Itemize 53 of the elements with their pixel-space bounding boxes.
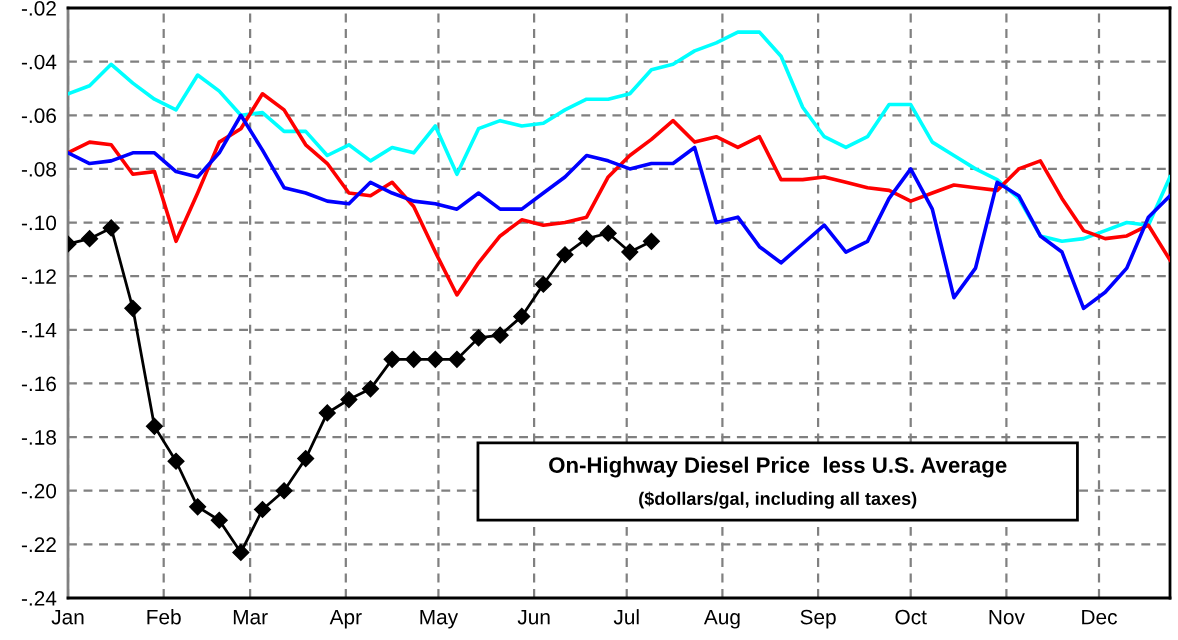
point <box>642 232 660 250</box>
point <box>513 307 531 325</box>
x-tick-label: Feb <box>147 609 181 625</box>
point <box>361 380 380 398</box>
y-tick-label: -.20 <box>21 483 57 499</box>
y-tick-label: -.16 <box>21 376 56 392</box>
point <box>426 350 444 368</box>
point <box>145 417 163 435</box>
point <box>534 275 552 293</box>
point <box>599 224 617 242</box>
x-tick-label: Jul <box>613 609 639 625</box>
point <box>81 230 99 248</box>
point <box>124 299 142 317</box>
y-tick-label: -.14 <box>21 323 57 338</box>
point <box>253 500 272 519</box>
point <box>232 543 250 561</box>
y-tick-label: -.04 <box>21 54 57 70</box>
x-tick-label: Aug <box>703 609 740 629</box>
x-tick-label: Jun <box>517 609 550 625</box>
y-tick-label: -.10 <box>21 215 57 231</box>
point <box>578 230 596 248</box>
y-tick-label: -.24 <box>21 591 57 606</box>
y-tick-label: -.08 <box>21 161 56 177</box>
point <box>340 390 358 409</box>
x-tick-label: Mar <box>233 609 268 625</box>
point <box>297 449 315 468</box>
y-tick-label: -.12 <box>21 269 56 284</box>
x-tick-label: May <box>420 609 459 629</box>
x-tick-label: Jan <box>51 609 84 625</box>
text: ($dollars/gal, including all taxes) <box>639 491 917 509</box>
point <box>556 246 574 264</box>
y-tick-label: -.06 <box>21 108 56 124</box>
point <box>102 219 120 237</box>
x-tick-label: Oct <box>895 609 927 625</box>
point <box>275 482 293 500</box>
x-tick-label: Sep <box>800 609 836 629</box>
x-tick-label: Nov <box>989 609 1025 625</box>
point <box>189 498 207 516</box>
y-tick-label: -.18 <box>21 430 56 445</box>
point <box>469 329 488 347</box>
point <box>167 452 185 470</box>
point <box>491 326 509 344</box>
text: On-Highway Diesel Price less U.S. Average <box>549 456 1007 478</box>
point <box>405 350 423 368</box>
x-tick-label: Dec <box>1082 609 1117 625</box>
point <box>448 350 466 368</box>
point <box>318 404 336 422</box>
point <box>383 350 401 368</box>
x-tick-label: Apr <box>329 609 362 629</box>
y-tick-label: -.22 <box>21 537 56 552</box>
point <box>621 243 639 261</box>
point <box>210 511 228 529</box>
y-tick-label: -.02 <box>21 1 56 16</box>
